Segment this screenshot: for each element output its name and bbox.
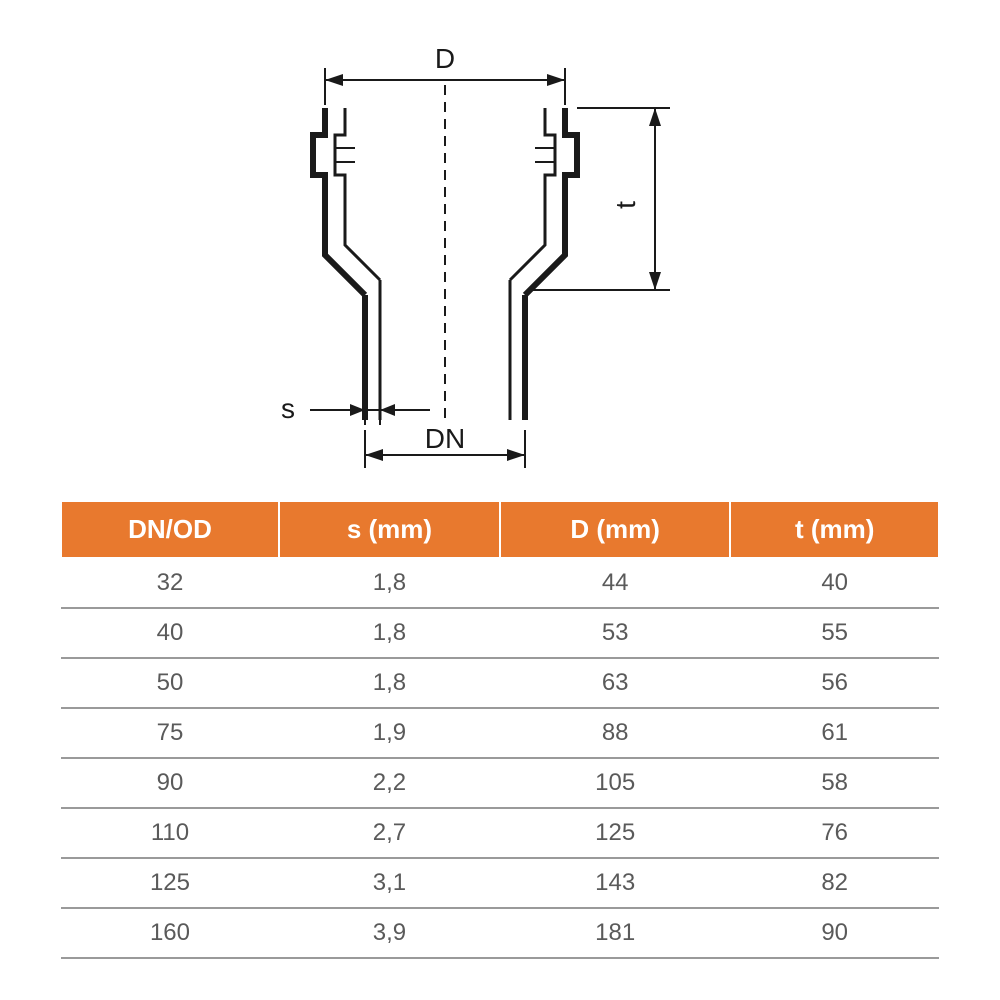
col-t: t (mm) xyxy=(730,501,939,558)
table-cell: 50 xyxy=(61,658,279,708)
table-cell: 88 xyxy=(500,708,730,758)
label-d: D xyxy=(435,43,455,74)
table-row: 902,210558 xyxy=(61,758,939,808)
label-t: t xyxy=(610,201,641,209)
table-cell: 2,7 xyxy=(279,808,500,858)
table-cell: 2,2 xyxy=(279,758,500,808)
table-body: 321,84440401,85355501,86356751,98861902,… xyxy=(61,558,939,958)
table-cell: 55 xyxy=(730,608,939,658)
label-s: s xyxy=(281,393,295,424)
col-s: s (mm) xyxy=(279,501,500,558)
label-dn: DN xyxy=(425,423,465,454)
pipe-diagram-svg: D t s xyxy=(200,30,800,470)
table-cell: 40 xyxy=(730,558,939,608)
table-cell: 53 xyxy=(500,608,730,658)
table-row: 401,85355 xyxy=(61,608,939,658)
col-d: D (mm) xyxy=(500,501,730,558)
pipe-diagram: D t s xyxy=(200,30,800,470)
table-row: 1603,918190 xyxy=(61,908,939,958)
table-cell: 82 xyxy=(730,858,939,908)
table-cell: 3,1 xyxy=(279,858,500,908)
table-cell: 58 xyxy=(730,758,939,808)
dimensions-table: DN/OD s (mm) D (mm) t (mm) 321,84440401,… xyxy=(60,500,940,959)
table-cell: 90 xyxy=(61,758,279,808)
table-cell: 44 xyxy=(500,558,730,608)
table-row: 751,98861 xyxy=(61,708,939,758)
table-cell: 125 xyxy=(500,808,730,858)
col-dn-od: DN/OD xyxy=(61,501,279,558)
table-cell: 1,9 xyxy=(279,708,500,758)
table-cell: 160 xyxy=(61,908,279,958)
table-cell: 76 xyxy=(730,808,939,858)
table-cell: 61 xyxy=(730,708,939,758)
table-row: 1253,114382 xyxy=(61,858,939,908)
table-cell: 125 xyxy=(61,858,279,908)
dimensions-table-container: DN/OD s (mm) D (mm) t (mm) 321,84440401,… xyxy=(60,500,940,959)
table-cell: 63 xyxy=(500,658,730,708)
table-cell: 110 xyxy=(61,808,279,858)
table-cell: 40 xyxy=(61,608,279,658)
table-cell: 75 xyxy=(61,708,279,758)
table-header: DN/OD s (mm) D (mm) t (mm) xyxy=(61,501,939,558)
table-header-row: DN/OD s (mm) D (mm) t (mm) xyxy=(61,501,939,558)
table-cell: 90 xyxy=(730,908,939,958)
table-cell: 1,8 xyxy=(279,658,500,708)
table-row: 1102,712576 xyxy=(61,808,939,858)
table-cell: 32 xyxy=(61,558,279,608)
table-row: 321,84440 xyxy=(61,558,939,608)
table-cell: 105 xyxy=(500,758,730,808)
table-cell: 1,8 xyxy=(279,558,500,608)
table-row: 501,86356 xyxy=(61,658,939,708)
table-cell: 56 xyxy=(730,658,939,708)
table-cell: 3,9 xyxy=(279,908,500,958)
table-cell: 143 xyxy=(500,858,730,908)
table-cell: 1,8 xyxy=(279,608,500,658)
table-cell: 181 xyxy=(500,908,730,958)
